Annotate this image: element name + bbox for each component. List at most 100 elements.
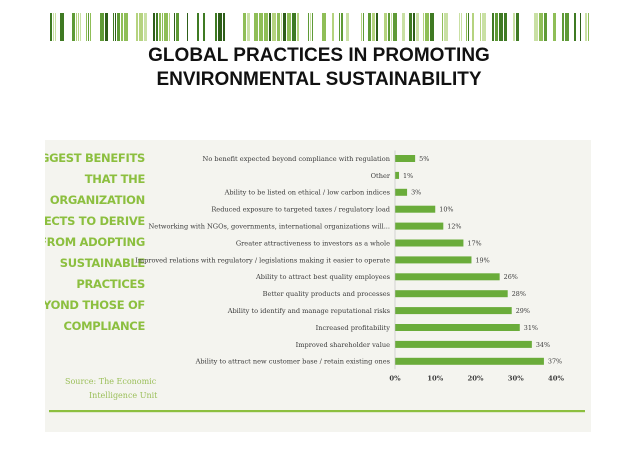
banner-stripe	[78, 13, 79, 41]
banner-stripe	[513, 13, 515, 41]
category-label: Improved relations with regulatory / leg…	[135, 256, 390, 264]
banner-stripe	[272, 13, 276, 41]
banner-stripe	[402, 13, 405, 41]
category-label: Ability to attract new customer base / r…	[195, 358, 391, 366]
bar	[395, 357, 544, 365]
banner-stripe	[113, 13, 114, 41]
banner-stripe	[174, 13, 175, 41]
banner-stripe	[534, 13, 538, 41]
category-label: Ability to identify and manage reputatio…	[227, 307, 391, 315]
bar	[395, 171, 400, 179]
banner-stripe	[368, 13, 371, 41]
banner-stripe	[259, 13, 263, 41]
bar	[395, 273, 500, 281]
banner-stripe	[346, 13, 349, 41]
banner-stripe	[247, 13, 250, 41]
banner-stripe	[187, 13, 188, 41]
value-label: 28%	[512, 290, 526, 298]
side-title-line-6: SUSTAINABLE	[60, 256, 146, 270]
bar	[395, 290, 508, 298]
banner-stripe	[117, 13, 120, 41]
banner-stripe	[264, 13, 268, 41]
banner-stripe	[459, 13, 460, 41]
banner-stripe	[482, 13, 486, 41]
value-label: 34%	[536, 341, 550, 349]
banner-stripe	[492, 13, 494, 41]
banner-stripe	[372, 13, 375, 41]
banner-stripe	[341, 13, 343, 41]
banner-stripe	[287, 13, 291, 41]
banner-stripe	[218, 13, 222, 41]
banner-stripe	[153, 13, 155, 41]
banner-stripe	[88, 13, 89, 41]
banner-stripe	[308, 13, 309, 41]
category-label: Reduced exposure to targeted taxes / reg…	[211, 206, 390, 214]
category-label: Ability to attract best quality employee…	[255, 273, 391, 281]
bottom-accent-line	[49, 410, 585, 413]
side-title-line-9: COMPLIANCE	[63, 319, 145, 333]
banner-stripe	[472, 13, 474, 41]
banner-stripe	[516, 13, 519, 41]
banner-stripe	[322, 13, 326, 41]
slide-title-line-1: GLOBAL PRACTICES IN PROMOTING	[148, 45, 490, 66]
banner-stripe	[139, 13, 143, 41]
banner-stripe	[361, 13, 362, 41]
banner-stripe	[391, 13, 392, 41]
banner-stripe	[197, 13, 199, 41]
value-label: 12%	[447, 223, 461, 231]
banner-stripe	[588, 13, 589, 41]
banner-stripe	[444, 13, 448, 41]
slide-title-line-2: ENVIRONMENTAL SUSTAINABILITY	[156, 69, 482, 90]
banner-stripe	[539, 13, 543, 41]
banner-stripe	[585, 13, 587, 41]
side-title-line-3: ORGANIZATION	[50, 193, 145, 207]
banner-stripe	[50, 13, 52, 41]
banner-stripe	[60, 13, 64, 41]
chart-side-title: BIGGEST BENEFITS THAT THE ORGANIZATION E…	[45, 151, 146, 333]
banner-stripe	[430, 13, 434, 41]
banner-stripe	[416, 13, 419, 41]
banner-stripe	[499, 13, 503, 41]
banner-stripe	[461, 13, 462, 41]
banner-stripe	[283, 13, 286, 41]
banner-stripe	[164, 13, 168, 41]
bar	[395, 307, 512, 315]
banner-stripe	[86, 13, 87, 41]
value-label: 31%	[524, 324, 538, 332]
banner-stripe	[269, 13, 271, 41]
source-line-2: Intelligence Unit	[89, 391, 158, 400]
banner-stripe	[468, 13, 469, 41]
value-label: 1%	[403, 172, 413, 180]
value-label: 19%	[475, 256, 489, 264]
banner-stripe	[72, 13, 75, 41]
banner-stripe	[466, 13, 467, 41]
value-label: 17%	[467, 239, 481, 247]
header-banner-strip	[50, 13, 589, 41]
value-label: 5%	[419, 155, 429, 163]
bar	[395, 188, 408, 196]
bar	[395, 324, 520, 331]
side-title-line-7: PRACTICES	[76, 277, 145, 291]
banner-stripe	[55, 13, 56, 41]
banner-stripe	[121, 13, 123, 41]
banner-stripe	[144, 13, 147, 41]
banner-stripe	[562, 13, 564, 41]
x-tick-label: 30%	[508, 374, 524, 382]
banner-stripe	[565, 13, 569, 41]
banner-stripe	[169, 13, 170, 41]
x-tick-label: 10%	[427, 374, 443, 382]
bar	[395, 205, 436, 213]
banner-stripe	[388, 13, 390, 41]
side-title-line-8: BEYOND THOSE OF	[45, 298, 145, 312]
bar-chart: BIGGEST BENEFITS THAT THE ORGANIZATION E…	[45, 150, 585, 413]
banner-stripe	[580, 13, 581, 41]
banner-stripe	[423, 13, 424, 41]
banner-stripe	[162, 13, 163, 41]
bar	[395, 239, 464, 247]
category-label: Better quality products and processes	[263, 290, 391, 298]
banner-stripe	[159, 13, 161, 41]
banner-stripe	[254, 13, 258, 41]
banner-stripe	[553, 13, 556, 41]
x-tick-label: 0%	[389, 374, 401, 382]
banner-stripe	[504, 13, 507, 41]
